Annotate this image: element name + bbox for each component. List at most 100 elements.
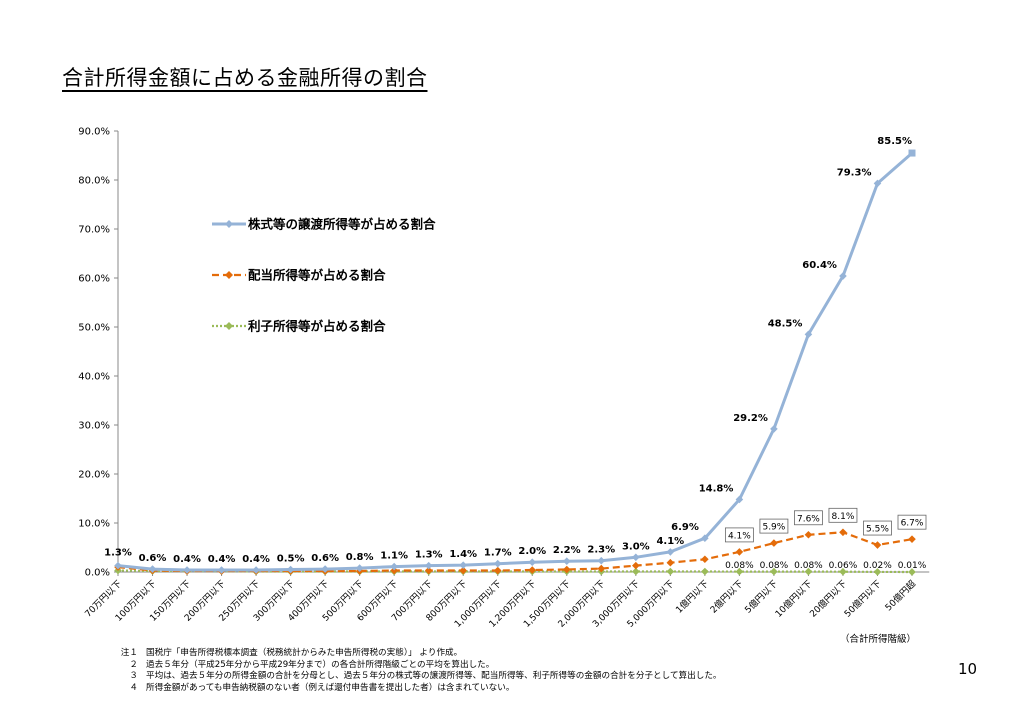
y-tick-label: 0.0%	[85, 568, 110, 579]
footnote-row: ２ 過去５年分（平成25年分から平成29年分まで）の各合計所得階級ごとの平均を算出…	[118, 660, 722, 672]
data-label: 29.2%	[733, 413, 768, 424]
data-point	[528, 566, 537, 574]
data-label: 6.7%	[901, 519, 924, 529]
data-point	[770, 539, 778, 547]
data-label-box	[828, 507, 858, 523]
data-label-box	[794, 510, 823, 526]
data-point	[528, 558, 537, 566]
data-label: 2.0%	[518, 546, 546, 557]
data-label: 0.5%	[277, 554, 305, 565]
data-point	[735, 495, 744, 504]
data-point	[390, 566, 398, 575]
data-point	[873, 541, 882, 549]
data-point	[459, 561, 468, 569]
page-title: 合計所得金額に占める金融所得の割合	[62, 66, 428, 90]
data-point	[493, 559, 502, 568]
data-point	[839, 567, 847, 576]
data-point	[666, 548, 675, 556]
data-label: 0.4%	[208, 554, 236, 565]
data-label: 4.1%	[728, 531, 751, 541]
data-point	[632, 567, 640, 576]
data-point	[597, 564, 606, 573]
data-point	[252, 566, 260, 574]
footnote-row: 注１ 国税庁「申告所得税標本調査（税務統計からみた申告所得税の実態）」 より作成。	[118, 648, 722, 660]
data-point	[839, 272, 847, 280]
data-point	[666, 558, 675, 567]
y-tick-label: 90.0%	[78, 127, 110, 138]
data-point	[493, 566, 502, 575]
data-point	[908, 535, 916, 543]
data-point	[873, 568, 882, 576]
data-point	[459, 566, 468, 575]
y-tick-label: 30.0%	[78, 421, 110, 432]
footnote-text: 国税庁「申告所得税標本調査（税務統計からみた申告所得税の実態）」 より作成。	[146, 648, 463, 658]
legend-marker	[225, 271, 233, 279]
data-label-box	[863, 520, 892, 536]
data-point	[735, 548, 744, 556]
data-point	[355, 564, 364, 572]
data-label: 0.01%	[898, 561, 927, 571]
data-point	[735, 567, 744, 576]
data-point	[424, 566, 433, 575]
data-point	[562, 557, 571, 566]
data-point	[666, 567, 675, 576]
x-tick-label: 50億円超	[882, 578, 918, 614]
data-label: 85.5%	[877, 136, 912, 147]
legend-label: 株式等の譲渡所得等が占める割合	[248, 217, 436, 232]
footnote-text: 過去５年分（平成25年分から平成29年分まで）の各合計所得階級ごとの平均を算出し…	[146, 659, 495, 670]
data-point	[701, 555, 709, 564]
y-tick-label: 80.0%	[78, 176, 110, 187]
data-point	[770, 567, 778, 576]
data-label: 8.1%	[832, 512, 855, 522]
data-label: 3.0%	[622, 541, 650, 552]
data-label: 2.3%	[587, 545, 615, 556]
data-label: 0.8%	[346, 552, 374, 563]
data-label-box	[897, 514, 927, 530]
footnote-number: ３	[129, 671, 138, 682]
footnote-text: 所得金額があっても申告納税額のない者（例えば還付申告書を提出した者）は含まれてい…	[146, 682, 515, 693]
data-label: 0.6%	[139, 553, 167, 564]
data-point	[632, 561, 640, 570]
data-label: 0.4%	[242, 554, 270, 565]
data-label: 60.4%	[802, 260, 837, 271]
y-tick-label: 20.0%	[78, 470, 110, 481]
series-line	[117, 531, 913, 573]
data-label: 5.9%	[762, 523, 785, 533]
data-label: 48.5%	[768, 318, 803, 329]
data-point	[321, 565, 329, 573]
data-label: 5.5%	[866, 525, 889, 535]
data-point	[908, 568, 916, 576]
y-tick-label: 60.0%	[78, 274, 110, 285]
data-label: 0.4%	[173, 554, 201, 565]
data-label: 0.08%	[725, 561, 754, 571]
footnote-number: 注１	[120, 648, 138, 658]
data-point	[424, 561, 433, 570]
data-label: 1.3%	[104, 548, 132, 559]
legend-label: 利子所得等が占める割合	[248, 319, 386, 334]
y-tick-label: 40.0%	[78, 372, 110, 383]
data-label: 1.7%	[484, 548, 512, 559]
data-point	[908, 149, 916, 157]
data-point	[701, 567, 709, 576]
x-tick-label: 2億円以下	[708, 578, 746, 616]
data-label: 14.8%	[699, 483, 734, 494]
data-label: 1.4%	[449, 549, 477, 560]
x-axis-caption: （合計所得階級）	[840, 634, 917, 645]
footnotes: 注１ 国税庁「申告所得税標本調査（税務統計からみた申告所得税の実態）」 より作成。…	[118, 648, 722, 694]
footnote-row: ４ 所得金額があっても申告納税額のない者（例えば還付申告書を提出した者）は含まれて…	[118, 683, 722, 695]
data-point	[839, 528, 847, 537]
data-point	[873, 179, 882, 188]
data-point	[183, 566, 191, 574]
data-label: 1.3%	[415, 550, 443, 561]
data-point	[632, 553, 640, 562]
data-label: 2.2%	[553, 545, 581, 556]
footnote-number: ２	[129, 659, 138, 670]
y-tick-label: 50.0%	[78, 323, 110, 334]
data-point	[390, 562, 398, 571]
x-tick-label: 50億円以下	[842, 578, 884, 620]
data-label: 79.3%	[837, 167, 872, 178]
footnote-row: ３ 平均は、過去５年分の所得金額の合計を分母とし、過去５年分の株式等の譲渡所得等、…	[118, 671, 721, 683]
legend-marker	[225, 322, 233, 330]
data-point	[701, 534, 709, 542]
